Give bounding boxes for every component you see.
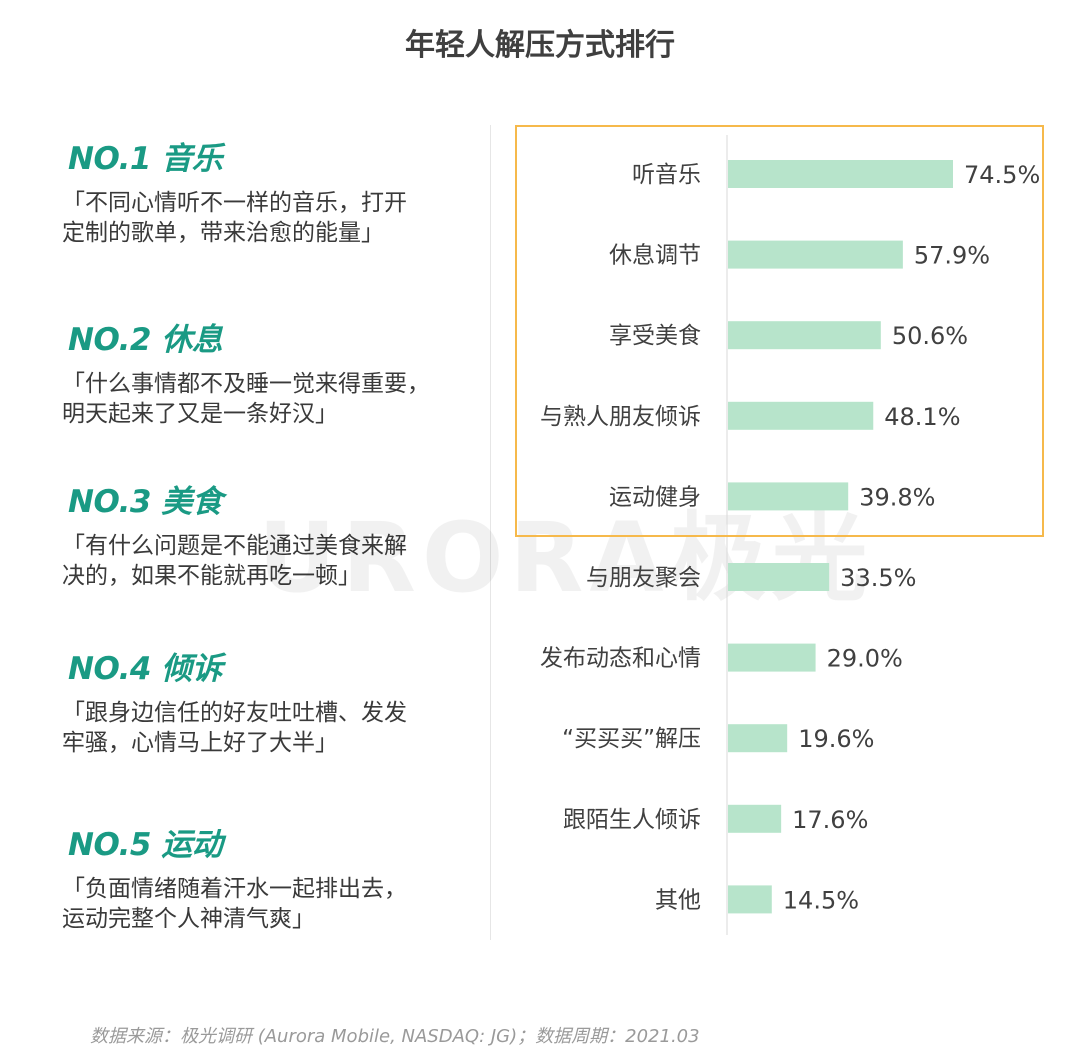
rank-3-description: 「有什么问题是不能通过美食来解 决的，如果不能就再吃一顿」 bbox=[62, 533, 407, 589]
rank-4-heading: NO.4 倾诉 bbox=[68, 651, 223, 687]
bar-5 bbox=[728, 482, 849, 511]
bar-10 bbox=[728, 885, 772, 914]
rank-3: NO.3 美食 「有什么问题是不能通过美食来解 决的，如果不能就再吃一顿」 bbox=[62, 476, 478, 591]
rank-4: NO.4 倾诉 「跟身边信任的好友吐吐槽、发发 牢骚，心情马上好了大半」 bbox=[62, 643, 478, 758]
category-label-9: 跟陌生人倾诉 bbox=[563, 807, 701, 833]
value-label-2: 57.9% bbox=[914, 242, 990, 270]
watermark-logo: URORA极光 bbox=[258, 502, 874, 614]
rank-4-description: 「跟身边信任的好友吐吐槽、发发 牢骚，心情马上好了大半」 bbox=[62, 700, 407, 756]
bar-8 bbox=[728, 724, 788, 753]
category-label-8: “买买买”解压 bbox=[562, 726, 701, 752]
category-label-3: 享受美食 bbox=[609, 323, 701, 349]
value-label-9: 17.6% bbox=[792, 806, 868, 834]
value-label-3: 50.6% bbox=[892, 322, 968, 350]
rank-1-description: 「不同心情听不一样的音乐，打开 定制的歌单，带来治愈的能量」 bbox=[62, 190, 407, 246]
rank-2-heading: NO.2 休息 bbox=[68, 322, 223, 358]
category-label-5: 运动健身 bbox=[609, 484, 701, 510]
category-label-6: 与朋友聚会 bbox=[586, 565, 701, 591]
value-label-5: 39.8% bbox=[859, 483, 935, 511]
bar-2 bbox=[728, 240, 903, 269]
value-label-6: 33.5% bbox=[840, 564, 916, 592]
value-label-4: 48.1% bbox=[884, 403, 960, 431]
category-label-2: 休息调节 bbox=[609, 243, 701, 269]
rank-2: NO.2 休息 「什么事情都不及睡一觉来得重要， 明天起来了又是一条好汉」 bbox=[62, 314, 478, 429]
rank-3-heading: NO.3 美食 bbox=[68, 484, 223, 520]
category-label-10: 其他 bbox=[655, 887, 701, 913]
category-label-1: 听音乐 bbox=[632, 162, 701, 188]
bar-4 bbox=[728, 401, 874, 430]
source-footnote: 数据来源：极光调研 (Aurora Mobile, NASDAQ: JG)；数据… bbox=[90, 1026, 700, 1047]
value-label-7: 29.0% bbox=[827, 645, 903, 673]
rank-5-heading: NO.5 运动 bbox=[68, 827, 223, 863]
column-divider bbox=[490, 125, 491, 940]
top5-highlight-box bbox=[515, 125, 1044, 537]
bar-3 bbox=[728, 321, 881, 350]
rank-1-heading: NO.1 音乐 bbox=[68, 141, 223, 177]
chart-title: 年轻人解压方式排行 bbox=[405, 28, 675, 63]
value-label-1: 74.5% bbox=[964, 161, 1040, 189]
bar-7 bbox=[728, 643, 816, 672]
category-label-7: 发布动态和心情 bbox=[540, 646, 701, 672]
rank-2-description: 「什么事情都不及睡一觉来得重要， 明天起来了又是一条好汉」 bbox=[62, 371, 430, 427]
bar-6 bbox=[728, 563, 830, 591]
rank-5-description: 「负面情绪随着汗水一起排出去， 运动完整个人神清气爽」 bbox=[62, 876, 407, 932]
bar-9 bbox=[728, 804, 782, 833]
category-label-4: 与熟人朋友倾诉 bbox=[540, 404, 701, 430]
value-label-10: 14.5% bbox=[783, 886, 859, 914]
value-label-8: 19.6% bbox=[798, 725, 874, 753]
rank-1: NO.1 音乐 「不同心情听不一样的音乐，打开 定制的歌单，带来治愈的能量」 bbox=[62, 133, 478, 248]
bar-1 bbox=[728, 160, 953, 188]
rank-5: NO.5 运动 「负面情绪随着汗水一起排出去， 运动完整个人神清气爽」 bbox=[62, 819, 478, 934]
